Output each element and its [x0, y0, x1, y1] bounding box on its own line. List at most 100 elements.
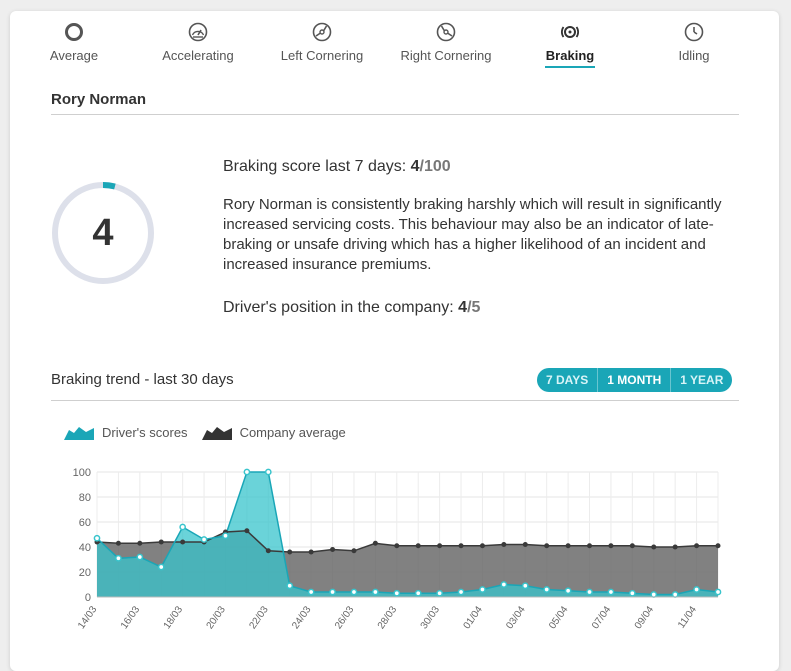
legend-item-driver[interactable]: Driver's scores [64, 425, 188, 440]
driver-score-point [457, 588, 465, 596]
score-ring [52, 182, 154, 284]
company-average-point [672, 544, 678, 550]
average-circle-icon [65, 23, 83, 41]
x-tick-label: 18/03 [162, 604, 186, 631]
tab-label: Average [49, 48, 99, 63]
range-selector: 7 DAYS 1 MONTH 1 YEAR [537, 368, 733, 392]
company-average-point [608, 543, 614, 549]
x-tick-label: 05/04 [547, 604, 571, 631]
company-average-point [587, 543, 593, 549]
score-summary: Braking score last 7 days: 4/100 [223, 158, 451, 176]
score-denominator: /100 [419, 158, 451, 175]
tab-label: Idling [678, 48, 710, 63]
driver-score-point [372, 588, 379, 596]
driver-scores-area [97, 472, 718, 597]
tab-average[interactable]: Average [12, 21, 136, 63]
company-average-point [651, 544, 657, 550]
x-tick-label: 20/03 [205, 604, 229, 631]
y-tick-label: 100 [73, 467, 91, 479]
driver-score-point [115, 554, 122, 562]
company-average-point [158, 539, 164, 545]
range-7-days-button[interactable]: 7 DAYS [546, 373, 589, 387]
legend-item-company[interactable]: Company average [201, 425, 346, 440]
company-average-point [565, 543, 571, 549]
company-average-point [287, 549, 293, 555]
speedometer-icon [188, 22, 208, 42]
legend-label: Company average [239, 425, 346, 440]
driver-score-point [714, 588, 722, 596]
company-average-point [458, 543, 464, 549]
active-tab-underline [545, 66, 595, 68]
driver-score-point [179, 523, 187, 531]
clock-icon [684, 22, 704, 42]
driver-score-point [243, 468, 251, 476]
company-average-point [394, 543, 400, 549]
score-number: 4 [410, 158, 420, 175]
driver-score-point [671, 591, 679, 598]
y-tick-label: 20 [79, 567, 91, 579]
tab-left-cornering[interactable]: Left Cornering [260, 21, 384, 63]
divider [51, 114, 739, 115]
x-tick-label: 28/03 [376, 604, 400, 631]
driver-score-point [307, 588, 315, 596]
driver-score-point [393, 589, 401, 597]
company-average-point [308, 549, 314, 555]
company-average-point [372, 540, 378, 546]
company-average-point [115, 540, 121, 546]
company-average-point [501, 542, 507, 547]
position-number: 4 [458, 299, 468, 316]
company-average-point [544, 543, 550, 549]
driver-score-point [521, 582, 529, 590]
legend-label: Driver's scores [102, 425, 188, 440]
divider [51, 400, 739, 401]
x-tick-label: 16/03 [119, 604, 143, 631]
tab-idling[interactable]: Idling [632, 21, 756, 63]
tab-label: Left Cornering [280, 48, 364, 63]
company-average-point [244, 528, 250, 534]
driver-score-point [222, 532, 229, 540]
company-average-point [479, 543, 485, 549]
driver-score-point [693, 586, 700, 593]
tab-braking[interactable]: Braking [508, 21, 632, 68]
company-average-point [351, 548, 357, 554]
category-tabs: Average Accelerating Left Cornering [10, 11, 779, 71]
range-1-month-button[interactable]: 1 MONTH [597, 368, 670, 392]
y-tick-label: 80 [79, 492, 91, 504]
tab-label: Braking [545, 48, 595, 63]
driver-name: Rory Norman [51, 91, 147, 108]
driver-score-point [93, 534, 101, 542]
brake-disc-icon [561, 26, 579, 38]
tab-accelerating[interactable]: Accelerating [136, 21, 260, 63]
company-average-point [694, 543, 700, 549]
company-area-icon [201, 426, 232, 440]
tab-label: Accelerating [162, 48, 234, 63]
steering-wheel-right-icon [436, 22, 456, 42]
company-average-point [522, 542, 528, 547]
company-average-line [96, 530, 718, 553]
company-average-point [330, 547, 336, 552]
driver-score-point [564, 587, 572, 595]
position-label: Driver's position in the company: [223, 299, 459, 316]
braking-trend-chart: 0 20 40 60 80 100 14/03 16/03 18/03 20/03 22/03 24/… [73, 467, 722, 631]
company-position: Driver's position in the company: 4/5 [223, 299, 480, 317]
driver-score-point [414, 589, 422, 597]
company-average-point [137, 540, 143, 546]
x-tick-label: 14/03 [76, 604, 100, 631]
driver-score-point [650, 591, 658, 598]
score-ring-progress [52, 182, 154, 284]
x-tick-label: 07/04 [590, 604, 614, 631]
driver-scores-line [96, 471, 719, 596]
company-average-point [715, 543, 721, 549]
x-tick-label: 01/04 [462, 604, 486, 631]
company-average-point [437, 543, 443, 549]
driver-score-point [157, 563, 165, 571]
driver-score-card: Average Accelerating Left Cornering [10, 11, 779, 671]
steering-wheel-left-icon [312, 22, 332, 42]
driver-score-point [500, 581, 508, 588]
company-average-point [180, 539, 186, 545]
x-tick-label: 11/04 [676, 604, 699, 631]
company-average-point [629, 543, 635, 549]
y-tick-label: 60 [79, 517, 91, 529]
range-1-year-button[interactable]: 1 YEAR [670, 368, 732, 392]
tab-right-cornering[interactable]: Right Cornering [384, 21, 508, 63]
